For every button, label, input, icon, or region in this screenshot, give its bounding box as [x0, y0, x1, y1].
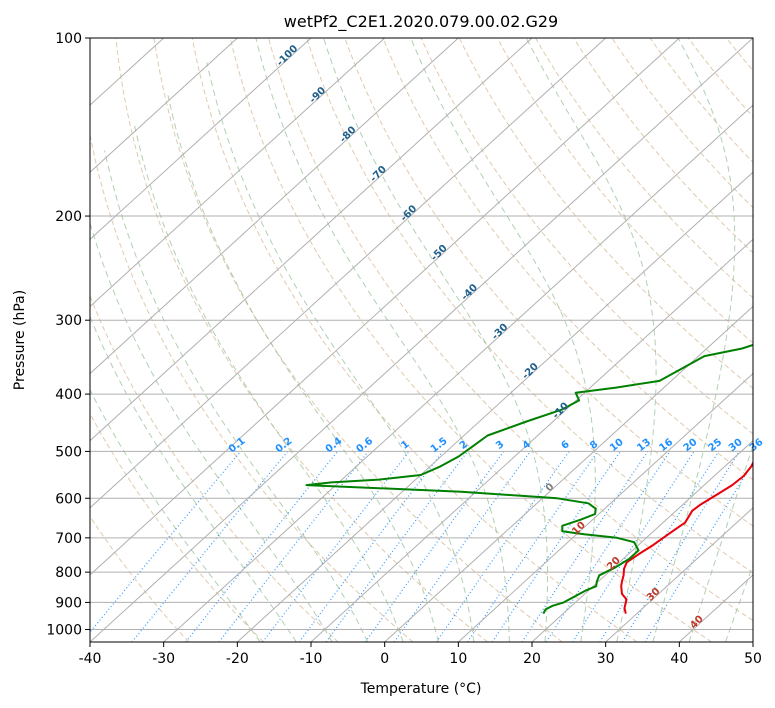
mixing-ratio-line — [435, 451, 570, 642]
moist-adiabat-line — [688, 444, 753, 642]
mixing-ratio-line — [545, 451, 671, 642]
y-tick-label: 500 — [55, 444, 82, 460]
y-tick-label: 300 — [55, 313, 82, 329]
isobar-grid — [90, 38, 753, 630]
moist-adiabat-line — [652, 38, 736, 642]
x-tick-label: 10 — [449, 651, 467, 667]
y-tick-label: 800 — [55, 565, 82, 581]
isotherm-line — [531, 439, 753, 642]
isotherm-line — [163, 104, 753, 642]
isotherm-line — [90, 38, 533, 442]
dry-adiabat-line — [649, 38, 753, 164]
x-tick-label: 20 — [523, 651, 541, 667]
y-tick-label: 400 — [55, 387, 82, 403]
isotherm-line — [90, 38, 459, 375]
isotherm-line — [90, 38, 753, 642]
dry-adiabat-line — [229, 38, 712, 642]
isotherm-line — [90, 38, 680, 576]
dewpoint-line — [305, 343, 753, 615]
dry-adiabat-line — [535, 38, 753, 299]
x-tick-label: 40 — [670, 651, 688, 667]
moist-adiabat-line — [90, 315, 297, 642]
mixing-ratio-line — [466, 451, 599, 642]
y-tick-label: 1000 — [46, 622, 82, 638]
x-tick-label: -30 — [152, 651, 175, 667]
dry-adiabat-line — [306, 38, 753, 574]
dry-adiabat-line — [115, 38, 488, 642]
moist-adiabat-line — [90, 221, 333, 642]
moist-adiabat-line — [255, 38, 510, 642]
mixing-ratio-line — [644, 461, 753, 642]
dry-adiabat-line — [90, 132, 414, 642]
plot-frame — [89, 37, 754, 643]
isotherm-line — [90, 38, 607, 509]
dry-adiabat-line — [496, 38, 753, 344]
dry-adiabat-line — [268, 38, 753, 622]
y-axis-ticks: 100 200 300 400 500 600 700 800 900 1000 — [46, 31, 90, 638]
mixing-ratio-line — [621, 451, 740, 642]
mixing-ratio-line — [491, 451, 621, 642]
isotherm-line — [90, 38, 312, 241]
plot-area — [90, 38, 753, 642]
dry-adiabat-line — [344, 38, 753, 527]
chart-title: wetPf2_C2E1.2020.079.00.02.G29 — [284, 12, 558, 32]
x-tick-label: -10 — [300, 651, 323, 667]
isotherm-line — [236, 171, 753, 642]
isotherm-grid — [90, 38, 753, 642]
isotherm-line — [90, 38, 238, 173]
x-tick-label: -20 — [226, 651, 249, 667]
x-tick-label: 30 — [597, 651, 615, 667]
isotherm-line — [310, 238, 753, 642]
x-axis-label: Temperature (°C) — [360, 681, 482, 697]
isotherm-line — [457, 372, 753, 642]
mixing-ratio-line — [364, 451, 505, 642]
y-tick-label: 200 — [55, 209, 82, 225]
x-tick-label: -40 — [79, 651, 102, 667]
y-tick-label: 900 — [55, 595, 82, 611]
dry-adiabat-line — [382, 38, 753, 481]
moist-adiabat-line — [323, 38, 548, 642]
y-tick-label: 700 — [55, 531, 82, 547]
moist-adiabat-line — [167, 95, 439, 642]
y-axis-label: Pressure (hPa) — [12, 290, 28, 390]
dry-adiabat-line — [90, 294, 339, 642]
y-tick-label: 600 — [55, 491, 82, 507]
mixing-ratio-line — [218, 451, 369, 642]
dry-adiabat-line — [191, 38, 638, 642]
series-layer — [305, 343, 753, 615]
isotherm-line — [384, 305, 753, 642]
dry-adiabat-line — [458, 38, 753, 389]
isotherm-line — [605, 507, 753, 642]
temperature-line — [620, 460, 753, 614]
isotherm-line — [90, 38, 386, 308]
x-axis-ticks: -40 -30 -20 -10 0 10 20 30 40 50 — [79, 642, 762, 667]
mixing-ratio-line — [599, 451, 720, 642]
dry-adiabat-line — [90, 515, 190, 642]
y-tick-label: 100 — [55, 31, 82, 47]
moist-adiabat-line — [725, 563, 753, 642]
x-tick-label: 50 — [744, 651, 762, 667]
x-tick-label: 0 — [380, 651, 389, 667]
